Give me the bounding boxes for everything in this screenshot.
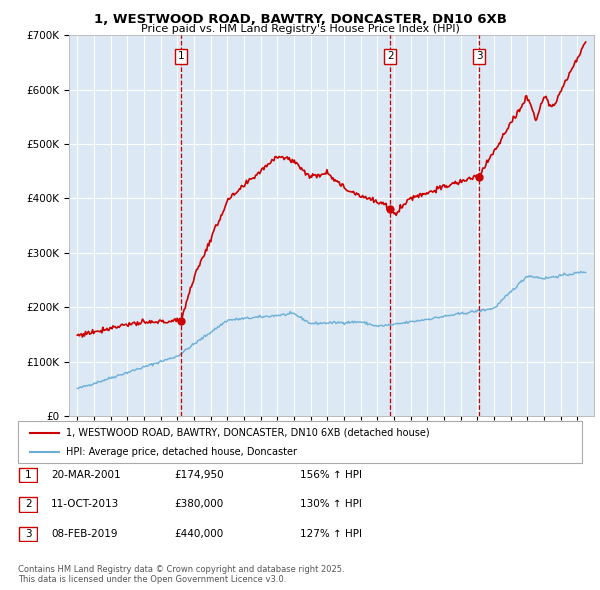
Text: 11-OCT-2013: 11-OCT-2013 bbox=[51, 500, 119, 509]
Text: 156% ↑ HPI: 156% ↑ HPI bbox=[300, 470, 362, 480]
Text: 1: 1 bbox=[25, 470, 32, 480]
Text: £380,000: £380,000 bbox=[174, 500, 223, 509]
Text: 127% ↑ HPI: 127% ↑ HPI bbox=[300, 529, 362, 539]
Text: HPI: Average price, detached house, Doncaster: HPI: Average price, detached house, Donc… bbox=[66, 447, 297, 457]
Text: 08-FEB-2019: 08-FEB-2019 bbox=[51, 529, 118, 539]
Text: Contains HM Land Registry data © Crown copyright and database right 2025.
This d: Contains HM Land Registry data © Crown c… bbox=[18, 565, 344, 584]
Text: 20-MAR-2001: 20-MAR-2001 bbox=[51, 470, 121, 480]
Text: Price paid vs. HM Land Registry's House Price Index (HPI): Price paid vs. HM Land Registry's House … bbox=[140, 24, 460, 34]
Text: 1, WESTWOOD ROAD, BAWTRY, DONCASTER, DN10 6XB (detached house): 1, WESTWOOD ROAD, BAWTRY, DONCASTER, DN1… bbox=[66, 428, 430, 438]
Text: 130% ↑ HPI: 130% ↑ HPI bbox=[300, 500, 362, 509]
Text: £174,950: £174,950 bbox=[174, 470, 224, 480]
Text: 1, WESTWOOD ROAD, BAWTRY, DONCASTER, DN10 6XB: 1, WESTWOOD ROAD, BAWTRY, DONCASTER, DN1… bbox=[94, 13, 506, 26]
Text: 1: 1 bbox=[178, 51, 184, 61]
Text: 3: 3 bbox=[476, 51, 482, 61]
Text: 3: 3 bbox=[25, 529, 32, 539]
Text: 2: 2 bbox=[25, 500, 32, 509]
Text: £440,000: £440,000 bbox=[174, 529, 223, 539]
Text: 2: 2 bbox=[387, 51, 394, 61]
